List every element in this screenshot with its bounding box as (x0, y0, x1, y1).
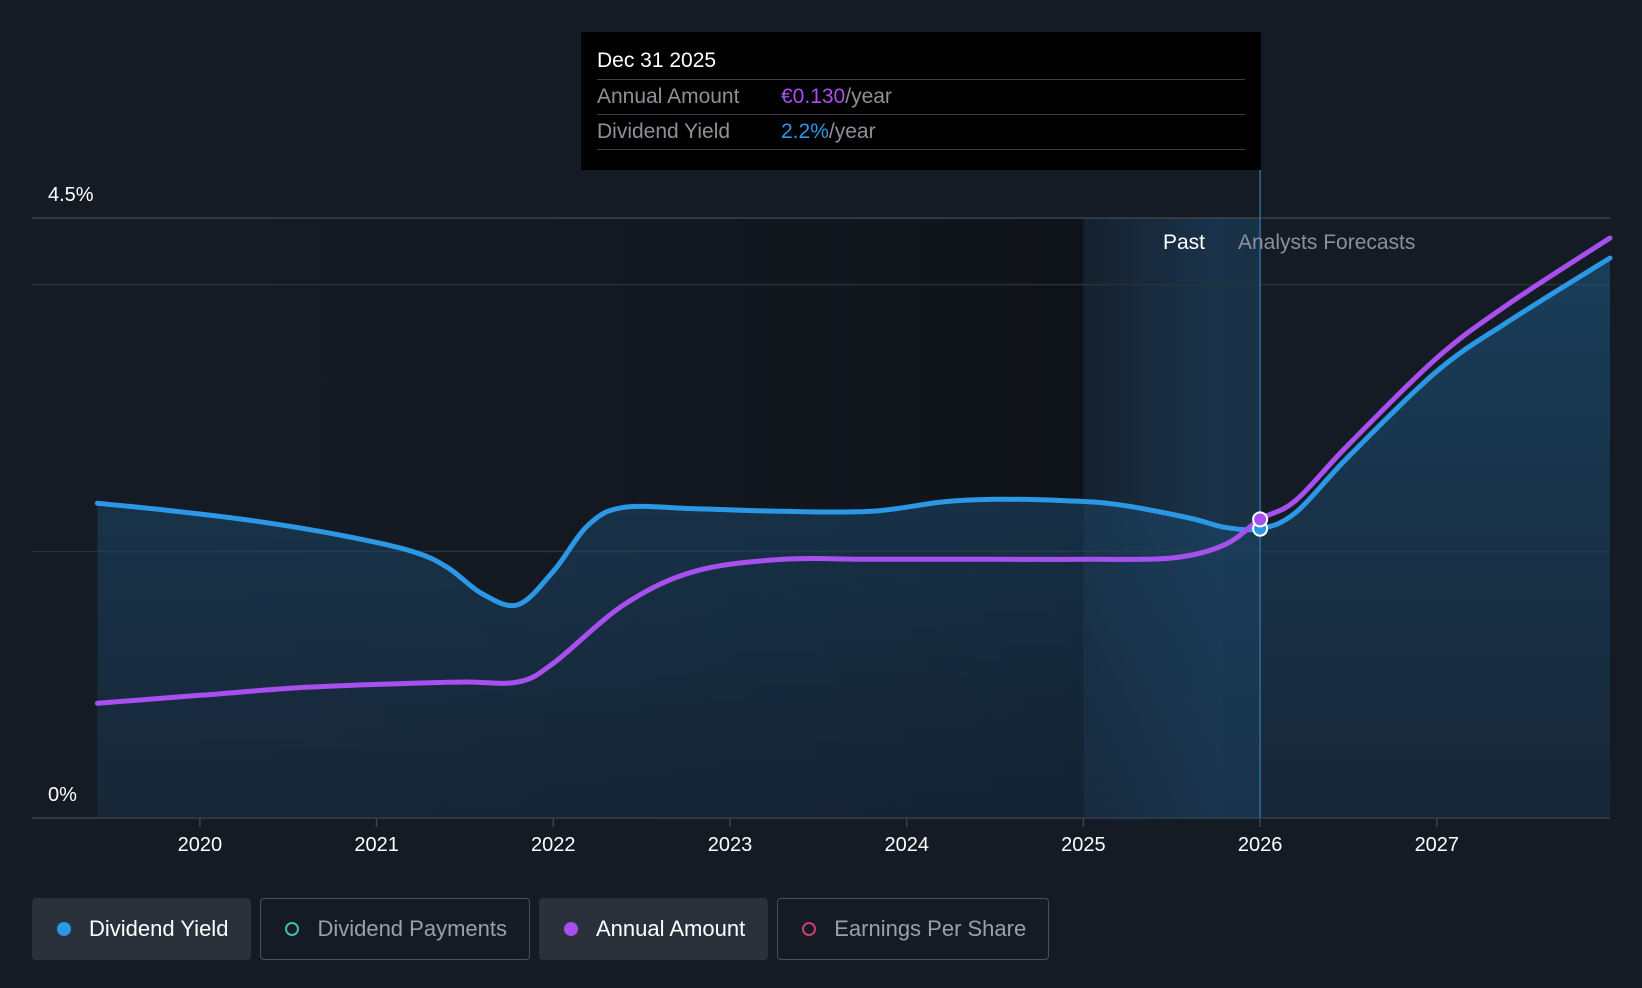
legend-earnings-per-share-button[interactable]: Earnings Per Share (777, 898, 1050, 960)
legend: Dividend Yield Dividend Payments Annual … (32, 898, 1058, 960)
legend-dividend-payments-button[interactable]: Dividend Payments (260, 898, 530, 960)
y-tick-label-max: 4.5% (48, 184, 94, 206)
tooltip: Dec 31 2025 Annual Amount €0.130 /year D… (581, 32, 1261, 170)
x-tick-label-2025: 2025 (1061, 834, 1106, 856)
tooltip-row-annual-amount: Annual Amount €0.130 /year (597, 80, 1245, 115)
tooltip-annual-amount-unit: /year (845, 85, 892, 108)
dividend-yield-line (94, 255, 1613, 609)
annual-amount-line (94, 235, 1613, 706)
past-label: Past (1163, 231, 1205, 254)
tooltip-dividend-yield-label: Dividend Yield (597, 120, 731, 143)
earnings-per-share-ring-icon (802, 922, 817, 936)
tooltip-date: Dec 31 2025 (597, 46, 1245, 80)
tooltip-annual-amount-value: €0.130 (781, 85, 846, 108)
x-tick-label-2023: 2023 (708, 834, 753, 856)
legend-dividend-payments-label: Dividend Payments (317, 916, 507, 941)
annual-amount-dot-icon (563, 922, 578, 936)
annual-amount-highlight-marker (1252, 511, 1269, 528)
x-tick-label-2021: 2021 (354, 834, 399, 856)
tooltip-dividend-yield-unit: /year (828, 120, 876, 143)
legend-annual-amount-button[interactable]: Annual Amount (538, 898, 769, 960)
legend-earnings-per-share-label: Earnings Per Share (834, 916, 1027, 941)
x-tick-label-2022: 2022 (531, 834, 576, 856)
x-tick-label-2026: 2026 (1238, 834, 1283, 856)
y-tick-label-min: 0% (48, 784, 77, 806)
legend-dividend-yield-label: Dividend Yield (89, 916, 229, 941)
dividend-yield-area (97, 258, 1610, 818)
legend-annual-amount-label: Annual Amount (595, 916, 746, 941)
dividend-payments-ring-icon (285, 922, 300, 936)
tooltip-dividend-yield-value: 2.2% (781, 120, 829, 143)
legend-dividend-yield-button[interactable]: Dividend Yield (32, 898, 252, 960)
x-tick-label-2024: 2024 (884, 834, 929, 856)
tooltip-row-dividend-yield: Dividend Yield 2.2% /year (597, 115, 1245, 150)
tooltip-annual-amount-label: Annual Amount (597, 85, 740, 108)
x-tick-label-2027: 2027 (1415, 834, 1460, 856)
dividend-yield-dot-icon (57, 922, 71, 936)
x-tick-label-2020: 2020 (178, 834, 223, 856)
forecast-label: Analysts Forecasts (1238, 231, 1415, 254)
